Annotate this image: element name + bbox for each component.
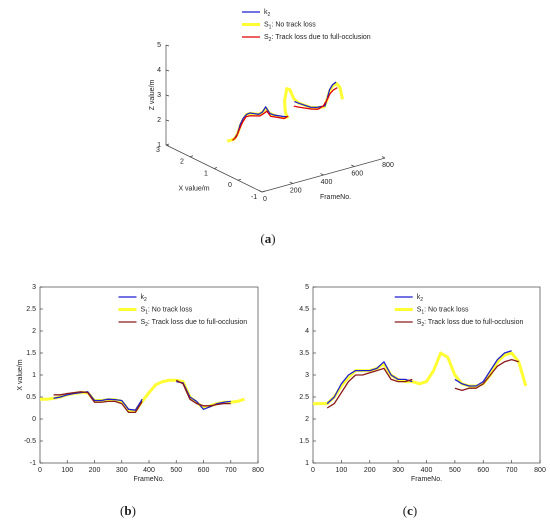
x-tick xyxy=(258,190,263,193)
plot-area xyxy=(39,286,259,464)
y-tick-label: 1.5 xyxy=(299,438,309,445)
x-tick-label: 400 xyxy=(143,467,155,474)
x-tick xyxy=(289,181,293,184)
x-tick-label: 200 xyxy=(290,187,302,194)
y-tick-label: 3.5 xyxy=(299,350,309,357)
z-tick xyxy=(165,144,170,147)
legend-label: S2: Track loss due to full-occlusion xyxy=(417,319,524,328)
legend-label: S2: Track loss due to full-occlusion xyxy=(264,34,371,43)
x-tick-label: 600 xyxy=(351,170,363,177)
series-line xyxy=(326,350,512,405)
x-tick-label: 0 xyxy=(311,467,315,474)
x-tick xyxy=(381,156,386,159)
y-tick-label: -1 xyxy=(30,460,36,467)
y-tick-label: 3 xyxy=(156,147,160,154)
y-axis-label: X value/m xyxy=(17,359,24,390)
x-tick xyxy=(320,173,324,176)
y-tick-label: 5 xyxy=(305,284,309,291)
y-tick-label: 3 xyxy=(32,284,36,291)
x-axis-label: FrameNo. xyxy=(411,476,442,483)
y-tick xyxy=(189,155,194,158)
y-tick-label: 2 xyxy=(32,328,36,335)
y-tick xyxy=(213,167,218,169)
y-tick-label: 1.5 xyxy=(26,350,36,357)
y-tick-label: 0.5 xyxy=(26,394,36,401)
caption-letter: c xyxy=(407,503,413,518)
y-tick-label: 2.5 xyxy=(299,394,309,401)
x-axis-label: FrameNo. xyxy=(320,194,351,201)
y-tick-label: -0.5 xyxy=(24,438,36,445)
x-tick-label: 800 xyxy=(382,162,394,169)
x-tick-label: 700 xyxy=(225,467,237,474)
z-axis-label: Z value/m xyxy=(149,79,156,110)
y-tick xyxy=(237,178,242,181)
x-tick-label: 700 xyxy=(506,467,518,474)
x-tick-label: 800 xyxy=(534,467,546,474)
y-tick-label: 2 xyxy=(180,159,184,166)
y-axis-label: X value/m xyxy=(178,185,209,192)
y-tick-label: -1 xyxy=(251,194,257,201)
x-tick-label: 300 xyxy=(116,467,128,474)
caption: (b) xyxy=(120,503,136,518)
z-tick-label: 5 xyxy=(157,42,161,49)
legend-label: S1: No track loss xyxy=(264,21,316,30)
caption-letter: a xyxy=(265,231,272,246)
z-tick-label: 3 xyxy=(157,92,161,99)
caption-letter: b xyxy=(124,503,131,518)
z-tick-label: 1 xyxy=(157,142,161,149)
x-tick-label: 300 xyxy=(392,467,404,474)
series-line xyxy=(232,87,338,141)
x-tick-label: 0 xyxy=(263,196,267,203)
y-tick xyxy=(261,190,266,193)
y-tick-label: 1 xyxy=(305,460,309,467)
z-tick xyxy=(165,94,170,97)
x-tick-label: 0 xyxy=(38,467,42,474)
y-tick-label: 0 xyxy=(228,182,232,189)
y-tick-label: 4.5 xyxy=(299,306,309,313)
x-tick-label: 400 xyxy=(421,467,433,474)
x-tick-label: 500 xyxy=(170,467,182,474)
caption: (c) xyxy=(403,503,417,518)
y-tick-label: 4 xyxy=(305,328,309,335)
x-tick-label: 100 xyxy=(61,467,73,474)
caption: (a) xyxy=(260,231,275,246)
legend-label: k2 xyxy=(140,294,147,303)
legend-label: k2 xyxy=(264,9,271,18)
z-tick-label: 2 xyxy=(157,117,161,124)
z-tick xyxy=(165,44,170,47)
legend-label: S1: No track loss xyxy=(140,306,192,315)
x-tick-label: 200 xyxy=(364,467,376,474)
x-tick-label: 600 xyxy=(198,467,210,474)
z-tick-label: 4 xyxy=(157,67,161,74)
legend-label: k2 xyxy=(417,294,424,303)
y-tick-label: 3 xyxy=(305,372,309,379)
x-axis-label: FrameNo. xyxy=(133,476,164,483)
x-tick xyxy=(351,164,355,167)
y-tick-label: 1 xyxy=(32,372,36,379)
legend-label: S1: No track loss xyxy=(417,306,469,315)
plot-area xyxy=(312,286,541,464)
series-line xyxy=(53,379,231,414)
series-line xyxy=(233,81,337,140)
z-tick xyxy=(165,69,170,72)
x-tick-label: 400 xyxy=(321,179,333,186)
z-tick xyxy=(165,119,170,122)
legend-label: S2: Track loss due to full-occlusion xyxy=(140,319,247,328)
x-tick-label: 600 xyxy=(477,467,489,474)
x-tick-label: 800 xyxy=(252,467,264,474)
y-tick-label: 2 xyxy=(305,416,309,423)
series-line xyxy=(326,358,519,409)
series-line xyxy=(226,82,344,143)
y-tick-label: 2.5 xyxy=(26,306,36,313)
x-tick-label: 500 xyxy=(449,467,461,474)
x-tick-label: 200 xyxy=(89,467,101,474)
y-tick-label: 1 xyxy=(204,170,208,177)
y-tick-label: 0 xyxy=(32,416,36,423)
x-tick-label: 100 xyxy=(336,467,348,474)
